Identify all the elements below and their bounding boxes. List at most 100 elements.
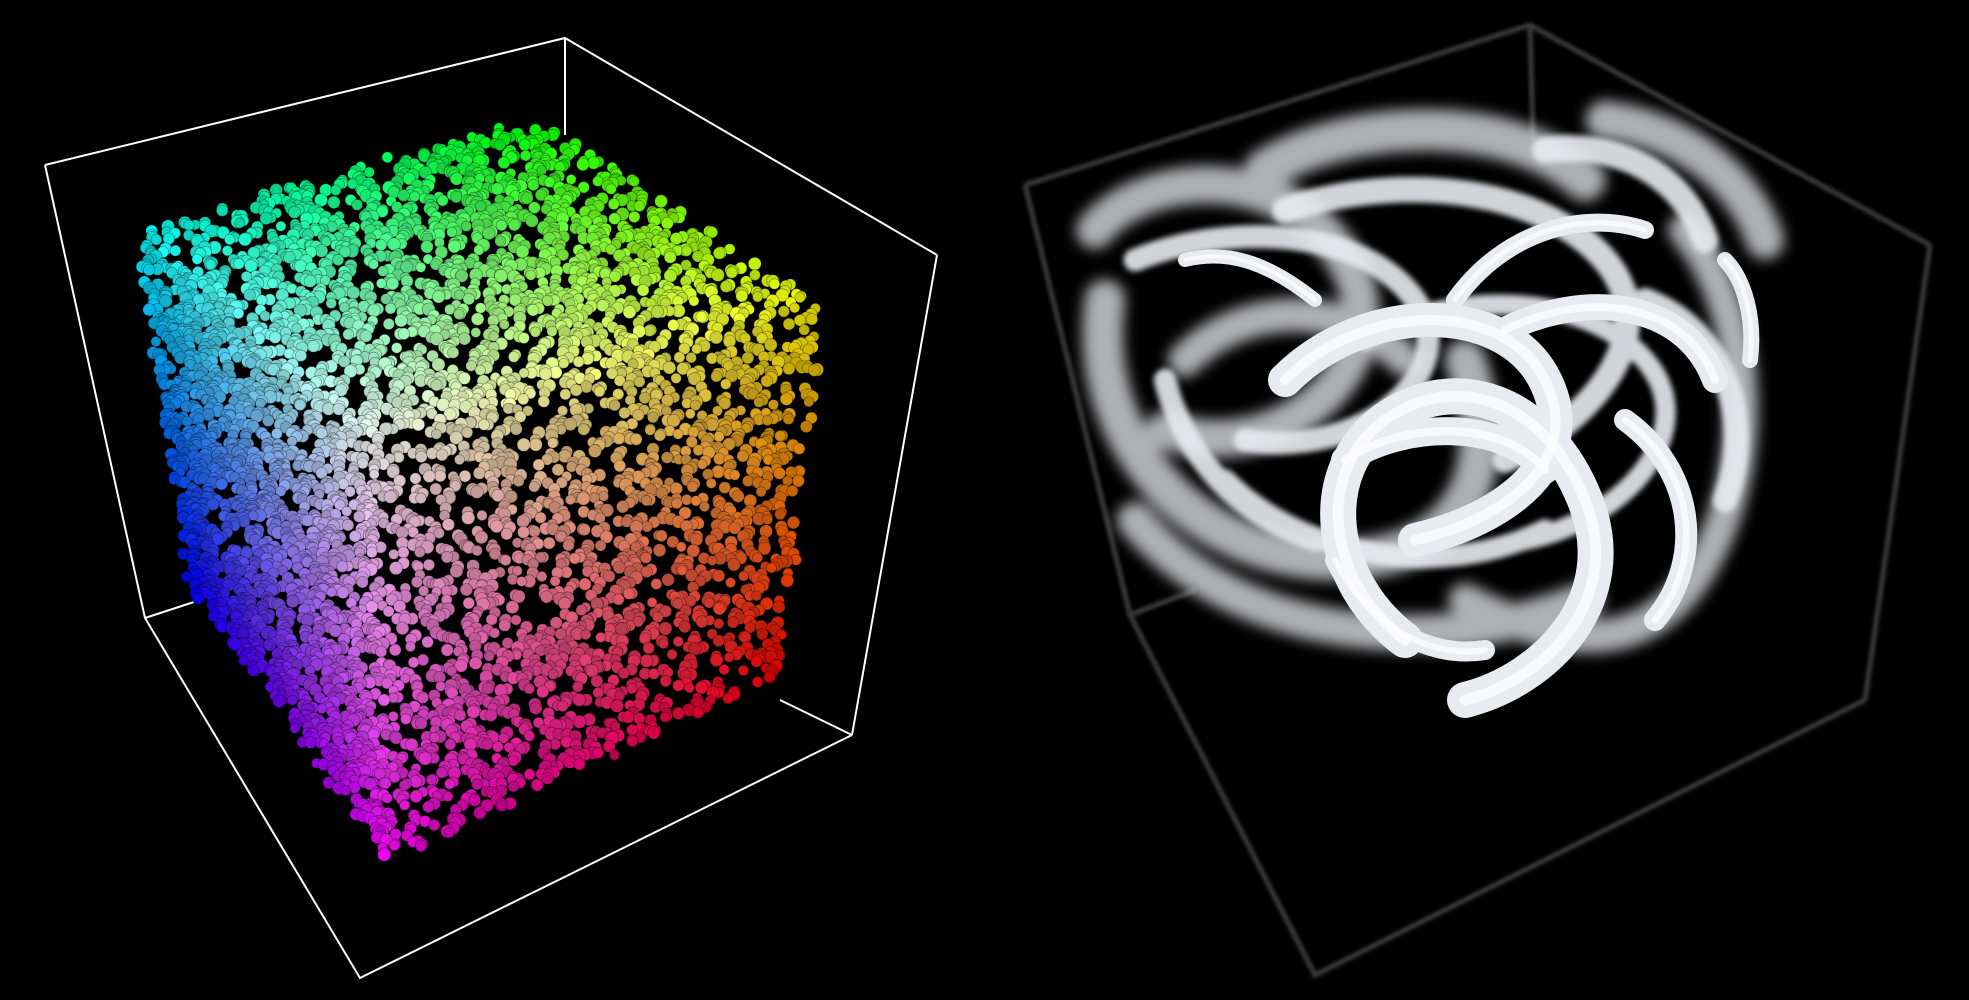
point [648, 667, 660, 680]
point [267, 277, 279, 289]
point [453, 308, 465, 320]
point [341, 518, 355, 532]
point [441, 518, 455, 532]
point [671, 497, 683, 510]
point [672, 679, 685, 692]
point [516, 514, 531, 528]
point [409, 190, 421, 202]
point [255, 294, 268, 307]
point [490, 182, 504, 196]
point [359, 329, 373, 343]
point [642, 641, 655, 655]
point [572, 355, 585, 368]
point [598, 490, 609, 502]
point [453, 289, 465, 301]
point [789, 302, 801, 314]
point [262, 414, 275, 427]
box-edge-bottom-back-right [779, 699, 853, 736]
point [687, 426, 700, 439]
point [654, 194, 668, 209]
point [774, 508, 787, 521]
point [508, 350, 520, 363]
point [520, 191, 534, 205]
point [549, 575, 561, 587]
point [365, 600, 379, 614]
point [666, 648, 678, 661]
point [523, 683, 536, 695]
point [706, 555, 718, 566]
point [169, 244, 182, 257]
point [457, 332, 472, 346]
point [400, 713, 412, 725]
point [377, 265, 389, 277]
point [415, 450, 428, 464]
point [491, 740, 504, 753]
point [536, 685, 550, 699]
point [461, 510, 476, 525]
point [388, 561, 403, 576]
point [756, 332, 768, 345]
point [543, 176, 556, 188]
point [512, 475, 525, 488]
point [736, 449, 750, 463]
point [803, 396, 815, 408]
point [578, 577, 592, 591]
point [481, 226, 496, 241]
point [515, 244, 530, 259]
point [667, 318, 680, 332]
point [528, 201, 541, 214]
point [716, 312, 730, 327]
point [594, 539, 607, 552]
point [782, 317, 796, 331]
point [525, 214, 539, 228]
point [275, 220, 287, 232]
point [397, 327, 411, 341]
point [215, 478, 228, 491]
point [388, 548, 400, 560]
point [588, 444, 602, 458]
point [368, 258, 380, 270]
point [470, 312, 485, 326]
point [382, 317, 395, 330]
point [752, 552, 764, 564]
point [529, 701, 543, 715]
point [577, 423, 590, 436]
point [348, 530, 362, 543]
point [466, 704, 481, 719]
point [268, 331, 282, 344]
point [447, 346, 460, 359]
point [621, 710, 635, 724]
point [294, 349, 308, 362]
point [485, 613, 498, 626]
point [699, 501, 711, 513]
point [546, 325, 558, 337]
point [761, 414, 774, 426]
point [691, 706, 705, 719]
point [547, 668, 559, 680]
point [612, 432, 626, 445]
point [291, 322, 303, 334]
point [766, 562, 777, 574]
point [435, 448, 449, 462]
point [659, 674, 672, 688]
point [429, 482, 443, 496]
point [774, 429, 787, 442]
point [181, 415, 193, 427]
point [592, 686, 605, 699]
point [672, 428, 684, 440]
point [751, 590, 762, 602]
point [626, 735, 639, 748]
point [622, 587, 636, 600]
point [608, 270, 622, 283]
point [793, 314, 807, 327]
point [527, 178, 540, 192]
point [558, 596, 572, 611]
point [307, 339, 320, 353]
point [534, 511, 547, 524]
point [142, 263, 156, 277]
point [484, 708, 498, 722]
point [727, 557, 741, 572]
point [526, 303, 540, 317]
point [632, 324, 646, 339]
